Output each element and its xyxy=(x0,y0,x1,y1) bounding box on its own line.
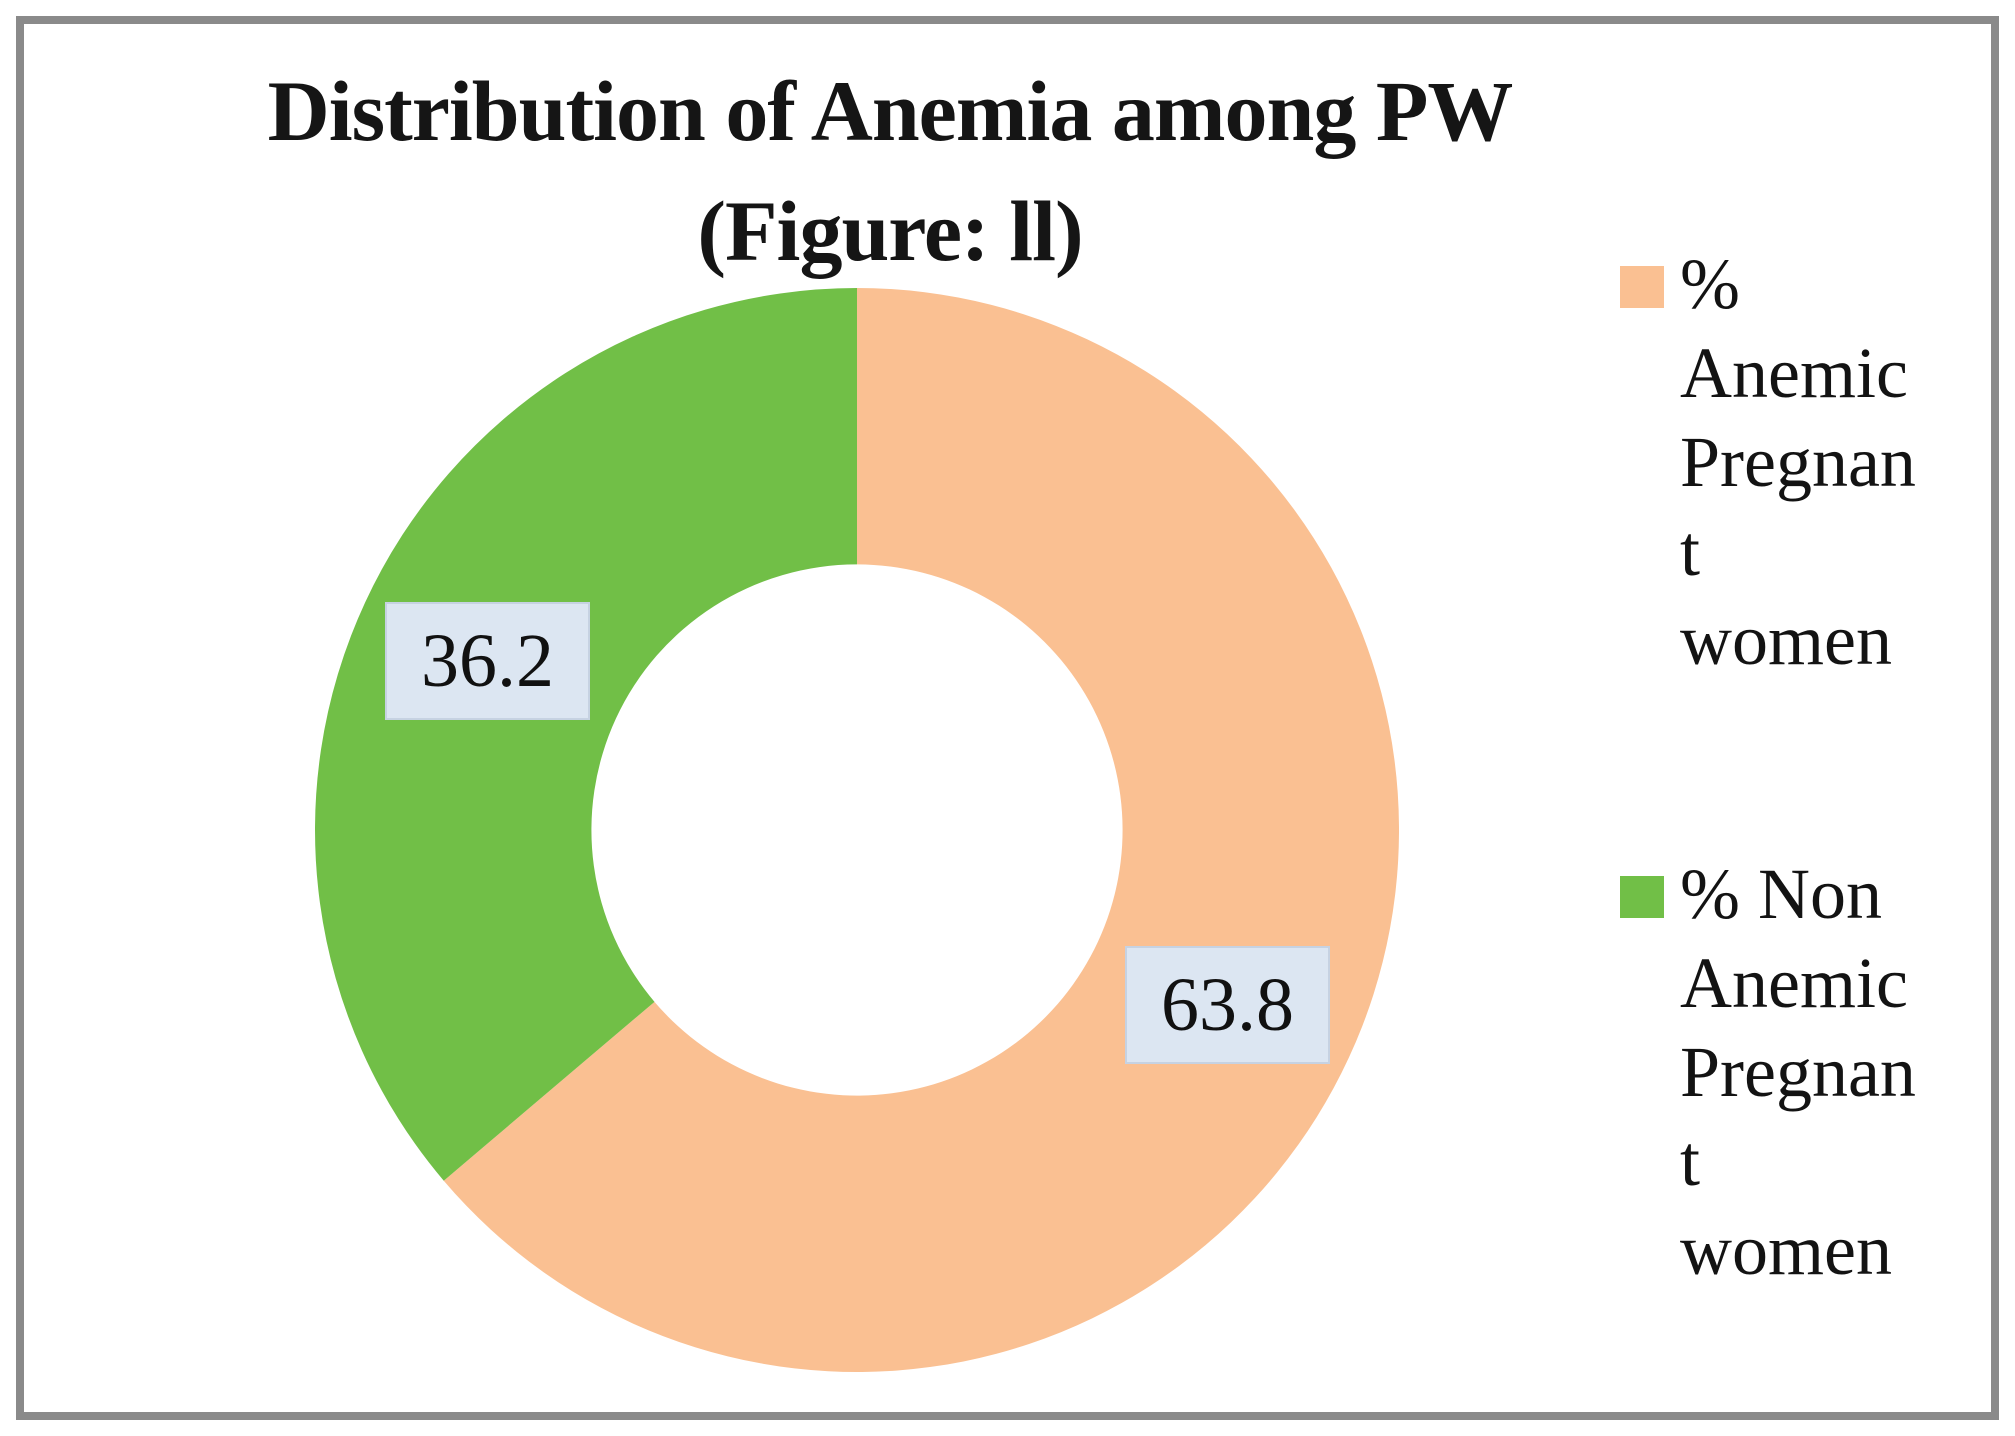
legend-label-anemic: % Anemic Pregnan t women xyxy=(1680,244,1916,680)
donut-chart xyxy=(315,288,1399,1372)
data-label-anemic: 63.8 xyxy=(1125,946,1330,1064)
chart-title-line1: Distribution of Anemia among PW xyxy=(267,63,1514,159)
chart-title: Distribution of Anemia among PW (Figure: … xyxy=(0,51,1780,291)
legend-swatch-anemic-icon xyxy=(1620,266,1664,308)
donut-slice-0-anemic xyxy=(443,288,1399,1372)
data-label-non-anemic: 36.2 xyxy=(385,602,590,720)
legend-label-non-anemic: % Non Anemic Pregnan t women xyxy=(1680,854,1916,1290)
donut-slice-1-non-anemic xyxy=(315,288,857,1181)
legend-swatch-non-anemic-icon xyxy=(1620,876,1664,918)
chart-title-line2: (Figure: ll) xyxy=(697,183,1083,279)
